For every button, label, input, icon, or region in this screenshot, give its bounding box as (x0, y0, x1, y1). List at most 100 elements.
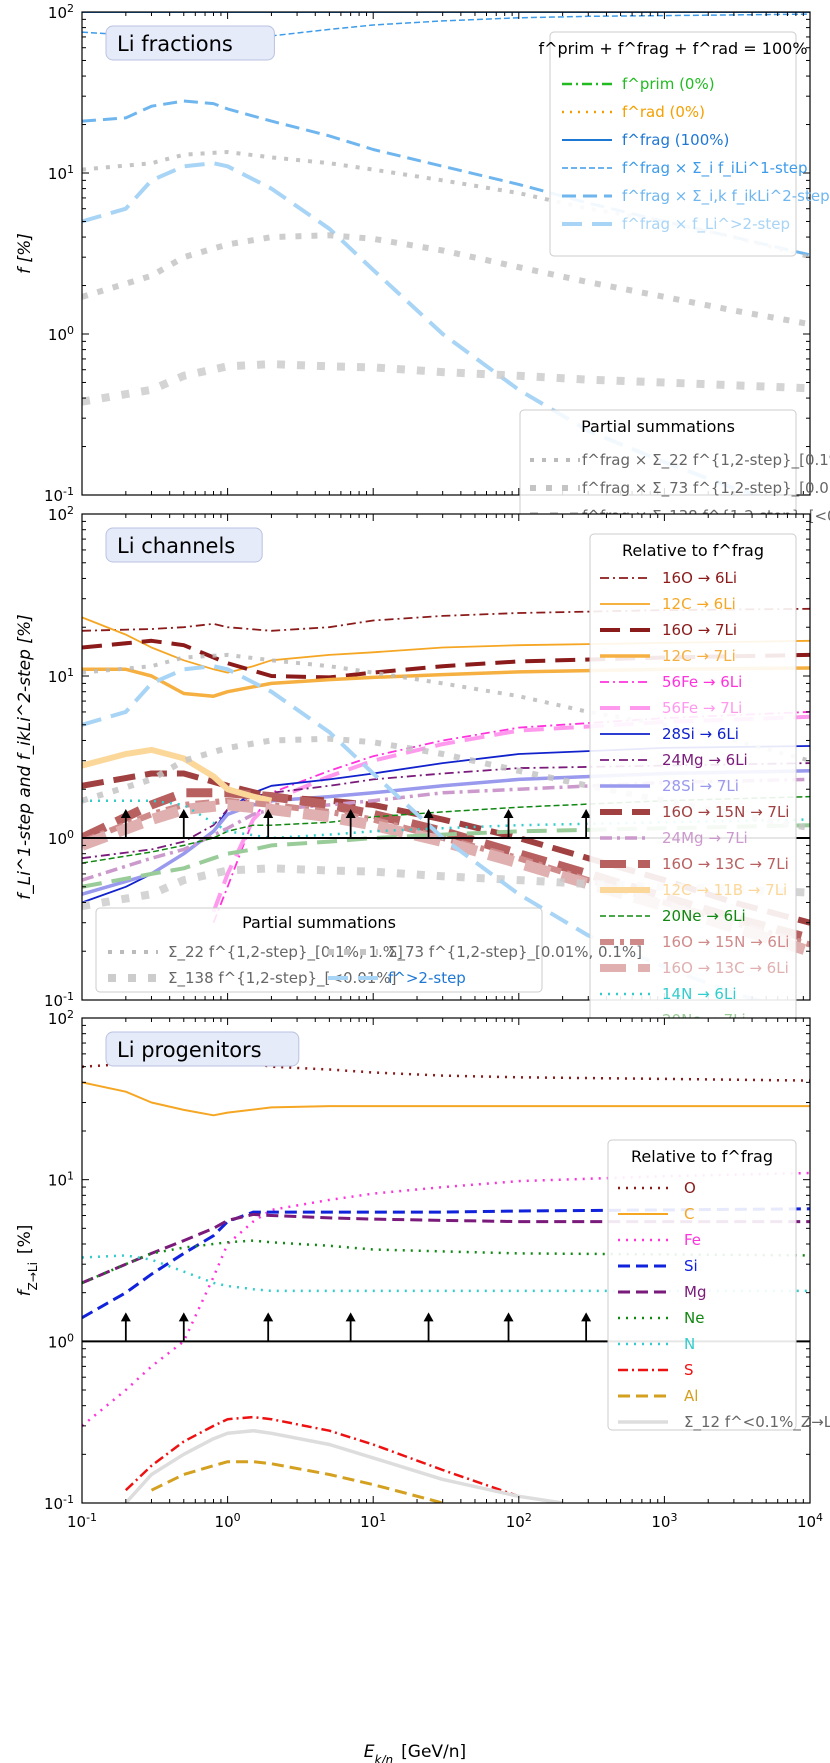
series-n-6 (82, 1254, 810, 1293)
legend-main: Relative to f^frag OC Fe Si Mg Ne NS Al Σ_12 f^<… (607, 1139, 830, 1432)
plot-frame (81, 513, 811, 1001)
x-tick-label-5: 104 (797, 1511, 823, 1532)
legend-label-2: Fe (684, 1231, 701, 1249)
x-tick-exp: 4 (816, 1511, 823, 1524)
y-tick-base: 10 (48, 830, 67, 848)
y-axis-label: fZ→Li [%] (15, 1225, 40, 1297)
y-tick-exp: -1 (63, 1493, 74, 1506)
arrow-head-4 (423, 809, 434, 818)
y-axis-label-units: [%] (15, 1225, 35, 1254)
legend-title: Relative to f^frag (631, 1147, 773, 1166)
y-tick-exp: 1 (67, 1169, 74, 1182)
y-tick-label-3: 102 (48, 504, 74, 525)
legend-bg (607, 1139, 797, 1431)
arrow-head-5 (503, 1312, 514, 1322)
series-56fe-6li-4 (212, 711, 810, 924)
x-tick-base: 10 (506, 1513, 525, 1531)
series-16o-6li-0 (82, 607, 810, 632)
arrow-head-0 (120, 1312, 131, 1322)
y-tick-base: 10 (48, 668, 67, 686)
panel-title-bg (105, 527, 263, 563)
legend-label-1: f^rad (0%) (622, 103, 705, 121)
y-tick-label-1: 100 (48, 324, 74, 345)
x-tick-label-0: 10-1 (67, 1511, 97, 1532)
legend-main: f^prim + f^frag + f^rad = 100% f^prim (0%… (538, 31, 830, 257)
legend-label-5: Ne (684, 1309, 704, 1327)
legend-label-13: 20Ne → 6Li (662, 907, 746, 925)
legend-partial: Partial summations Σ_22 f^{1,2-step}_[0.1… (95, 907, 642, 993)
series-12c-11b-7li-12 (82, 746, 273, 804)
legend-label-0: 16O → 6Li (662, 569, 737, 587)
legend-label-16: 14N → 6Li (662, 985, 736, 1003)
ticks (81, 513, 811, 1001)
y-tick-label-2: 101 (48, 163, 74, 184)
x-tick-label-2: 101 (360, 1511, 386, 1532)
y-tick-base: 10 (48, 4, 67, 22)
series-al-8 (150, 1460, 444, 1503)
legend-partial-label-0: f^frag × Σ_22 f^{1,2-step}_[0.1%, 1.%] (582, 451, 830, 470)
arrow-head-2 (263, 809, 274, 818)
series-s-7 (124, 1415, 563, 1503)
legend-label-14: 16O → 15N → 6Li (662, 933, 789, 951)
x-tick-base: 10 (797, 1513, 816, 1531)
arrow-head-0 (120, 809, 131, 818)
legend-label-8: 28Si → 7Li (662, 777, 739, 795)
legend-partial-bg (95, 907, 543, 993)
legend-label-3: 12C → 7Li (662, 647, 736, 665)
legend-label-9: Σ_12 f^<0.1%_Z→Li (684, 1413, 830, 1432)
legend-label-4: 56Fe → 6Li (662, 673, 742, 691)
y-tick-label-1: 100 (48, 1331, 74, 1352)
x-tick-label-1: 100 (215, 1511, 241, 1532)
y-tick-exp: 1 (67, 163, 74, 176)
legend-label-15: 16O → 13C → 6Li (662, 959, 789, 977)
series-12c-7li-3 (82, 666, 810, 698)
y-axis-label: f_Li^1-step and f_ikLi^2-step [%] (15, 614, 35, 899)
series-ne-5 (82, 1239, 810, 1285)
legend-label-6: 28Si → 6Li (662, 725, 739, 743)
legend-label-1: C (684, 1205, 694, 1223)
y-tick-label-1: 100 (48, 828, 74, 849)
series-16o-7li-2 (82, 638, 810, 680)
y-tick-label-0: 10-1 (44, 990, 74, 1011)
legend-label-0: O (684, 1179, 696, 1197)
y-tick-exp: 2 (67, 2, 74, 15)
y-axis-label-text: f_Li^1-step and f_ikLi^2-step [%] (15, 614, 35, 899)
legend-partial-title: Partial summations (242, 913, 396, 932)
x-tick-exp: 1 (379, 1511, 386, 1524)
y-tick-label-3: 102 (48, 2, 74, 23)
arrow-head-6 (581, 809, 592, 818)
series-partial-138-6 (82, 360, 810, 406)
y-tick-label-0: 10-1 (44, 1493, 74, 1514)
panel-title-bg (105, 25, 275, 61)
legend-partial-label-2: Σ_138 f^{1,2-step}_[<0.01%] (168, 969, 396, 988)
y-axis-label-sub: Z→Li (26, 1262, 40, 1290)
x-tick-base: 10 (360, 1513, 379, 1531)
arrow-head-1 (178, 1312, 189, 1322)
y-tick-exp: 2 (67, 504, 74, 517)
x-axis-label-sub: k/n (375, 1753, 394, 1763)
arrow-head-1 (178, 809, 189, 818)
legend-label-8: Al (684, 1387, 698, 1405)
y-tick-base: 10 (48, 1010, 67, 1028)
series-12c-6li-1 (82, 616, 810, 674)
y-axis-label: f [%] (15, 233, 35, 274)
x-tick-base: 10 (215, 1513, 234, 1531)
y-tick-base: 10 (48, 1172, 67, 1190)
series-group (82, 1058, 810, 1503)
series-12-small-9 (124, 1428, 563, 1503)
y-tick-exp: 0 (67, 324, 74, 337)
arrow-head-6 (581, 1312, 592, 1322)
legend-title: Relative to f^frag (622, 541, 764, 560)
panel-title-box: Li fractions (105, 25, 275, 61)
legend-label-6: N (684, 1335, 695, 1353)
legend-label-7: S (684, 1361, 694, 1379)
x-tick-exp: 0 (234, 1511, 241, 1524)
y-tick-base: 10 (44, 487, 63, 505)
legend-partial-label-3: f^>2-step (388, 969, 466, 987)
legend-label-2: 16O → 7Li (662, 621, 737, 639)
series-24mg-6li-7 (82, 762, 810, 860)
panel-title-text: Li channels (117, 534, 235, 558)
plot-frame (81, 1017, 811, 1504)
legend-label-3: Si (684, 1257, 698, 1275)
